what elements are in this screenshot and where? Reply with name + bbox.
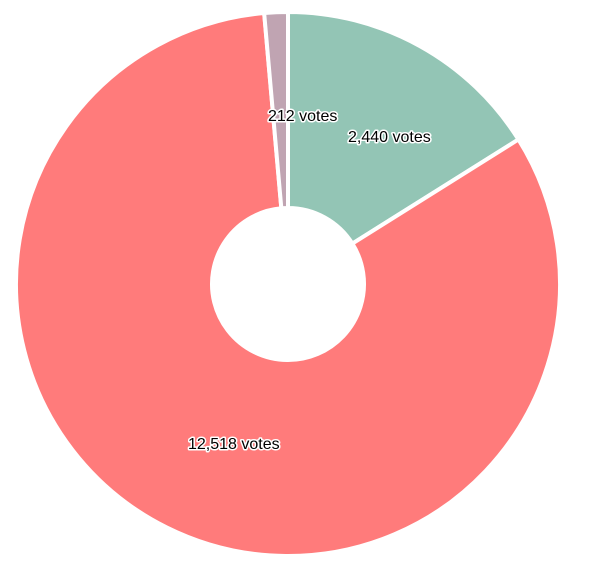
- donut-labels: 2,440 votes 12,518 votes 212 votes: [187, 107, 433, 455]
- slice-label-2: 212 votes: [268, 108, 337, 125]
- donut-slice-2: [261, 9, 290, 211]
- donut-slice-0: [286, 9, 522, 247]
- donut-slices: [14, 9, 562, 558]
- slice-label-0: 2,440 votes: [348, 129, 431, 146]
- donut-slice-1: [14, 10, 562, 558]
- slice-label-1: 12,518 votes: [188, 436, 280, 453]
